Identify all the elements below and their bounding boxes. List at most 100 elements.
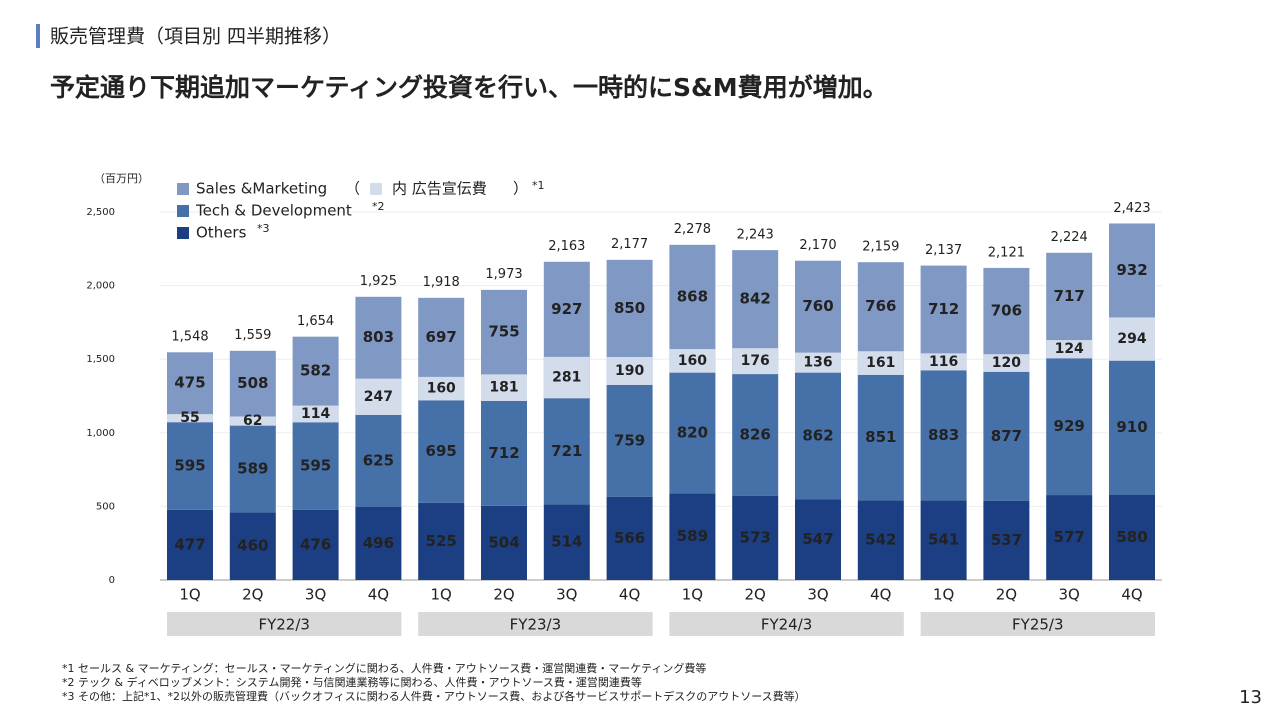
bar-segment	[983, 371, 1030, 501]
bar-segment	[732, 374, 779, 496]
bar-segment	[920, 370, 967, 501]
total-label: 2,159	[862, 240, 899, 255]
bar-segment	[1109, 317, 1155, 361]
total-label: 2,177	[611, 237, 648, 252]
bar-segment	[606, 384, 653, 497]
data-label: 760	[802, 297, 833, 315]
data-label: 883	[928, 426, 959, 444]
data-label: 496	[363, 534, 394, 552]
bar-segment	[732, 495, 779, 580]
bar-segment	[795, 352, 841, 373]
data-label: 541	[928, 531, 959, 549]
data-label: 580	[1116, 528, 1147, 546]
total-label: 2,163	[548, 239, 585, 254]
data-label: 766	[865, 297, 896, 315]
data-label: 862	[802, 427, 833, 445]
y-tick-label: 0	[109, 575, 115, 586]
group-box	[920, 612, 1155, 636]
bar-segment	[920, 353, 967, 371]
data-label: 842	[740, 290, 771, 308]
x-tick-label: 4Q	[870, 586, 891, 604]
data-label: 281	[552, 370, 581, 386]
x-tick-label: 3Q	[1059, 586, 1080, 604]
bar-segment	[1046, 358, 1093, 496]
data-label: 582	[300, 362, 331, 380]
data-label: 475	[174, 374, 205, 392]
total-label: 2,224	[1051, 230, 1088, 245]
data-label: 929	[1054, 417, 1085, 435]
data-label: 706	[991, 302, 1022, 320]
group-label: FY25/3	[1012, 616, 1063, 634]
total-label: 1,548	[171, 330, 208, 345]
y-tick-label: 1,000	[86, 428, 115, 439]
data-label: 160	[678, 353, 707, 369]
bar-segment	[355, 378, 402, 415]
bar-segment	[481, 374, 527, 402]
data-label: 460	[237, 537, 268, 555]
bar-segment	[167, 422, 213, 510]
data-label: 868	[677, 287, 708, 305]
bar-segment	[983, 500, 1030, 580]
total-label: 2,137	[925, 243, 962, 258]
data-label: 595	[174, 456, 205, 474]
data-label: 695	[426, 442, 457, 460]
data-label: 294	[1117, 331, 1146, 347]
data-label: 176	[741, 353, 770, 369]
bar-segment	[857, 351, 904, 375]
group-box	[167, 612, 402, 636]
group-box	[669, 612, 904, 636]
bar-segment	[167, 352, 213, 423]
x-tick-label: 2Q	[996, 586, 1017, 604]
legend-text: Sales &Marketing	[196, 180, 327, 198]
bar-segment	[1109, 494, 1155, 580]
total-label: 1,654	[297, 314, 334, 329]
bar-segment	[167, 414, 213, 423]
data-label: 542	[865, 531, 896, 549]
bar-segment	[732, 348, 779, 375]
bar-segment	[606, 496, 653, 580]
legend-swatch	[370, 183, 382, 195]
x-tick-label: 2Q	[493, 586, 514, 604]
bar-segment	[920, 265, 967, 371]
x-tick-label: 4Q	[619, 586, 640, 604]
legend-text: 内 広告宣伝費	[392, 180, 487, 198]
bar-segment	[1046, 495, 1093, 580]
data-label: 247	[364, 389, 393, 405]
y-tick-label: 2,500	[86, 207, 115, 218]
data-label: 589	[677, 527, 708, 545]
data-label: 161	[866, 355, 895, 371]
y-tick-label: 2,000	[86, 281, 115, 292]
footnote: *3 その他：上記*1、*2以外の販売管理費（バックオフィスに関わる人件費・アウ…	[62, 689, 806, 703]
data-label: 525	[426, 532, 457, 550]
data-label: 851	[865, 428, 896, 446]
section-title: 販売管理費（項目別 四半期推移）	[50, 26, 341, 48]
bar-segment	[669, 349, 716, 373]
page-number: 13	[1239, 687, 1262, 708]
headline: 予定通り下期追加マーケティング投資を行い、一時的にS&M費用が増加。	[50, 73, 888, 102]
bar-segment	[669, 493, 716, 580]
unit-label: （百万円）	[94, 172, 149, 185]
group-box	[418, 612, 653, 636]
bar-segment	[292, 405, 339, 423]
y-tick-label: 1,500	[86, 354, 115, 365]
x-tick-label: 3Q	[305, 586, 326, 604]
data-label: 712	[928, 300, 959, 318]
x-tick-label: 3Q	[556, 586, 577, 604]
bar-segment	[355, 506, 402, 580]
data-label: 577	[1054, 528, 1085, 546]
legend-text: Tech & Development	[195, 202, 352, 220]
bar-segment	[920, 500, 967, 580]
bar-segment	[229, 425, 276, 513]
data-label: 124	[1055, 341, 1084, 357]
bar-segment	[1046, 340, 1093, 359]
data-label: 477	[174, 535, 205, 553]
data-label: 932	[1116, 261, 1147, 279]
data-label: 697	[426, 328, 457, 346]
bar-segment	[292, 422, 339, 510]
bar-segment	[229, 512, 276, 580]
bar-segment	[1109, 360, 1155, 495]
legend-text: *1	[532, 179, 545, 192]
data-label: 136	[803, 355, 832, 371]
data-label: 803	[363, 328, 394, 346]
legend-text: *2	[372, 200, 385, 213]
